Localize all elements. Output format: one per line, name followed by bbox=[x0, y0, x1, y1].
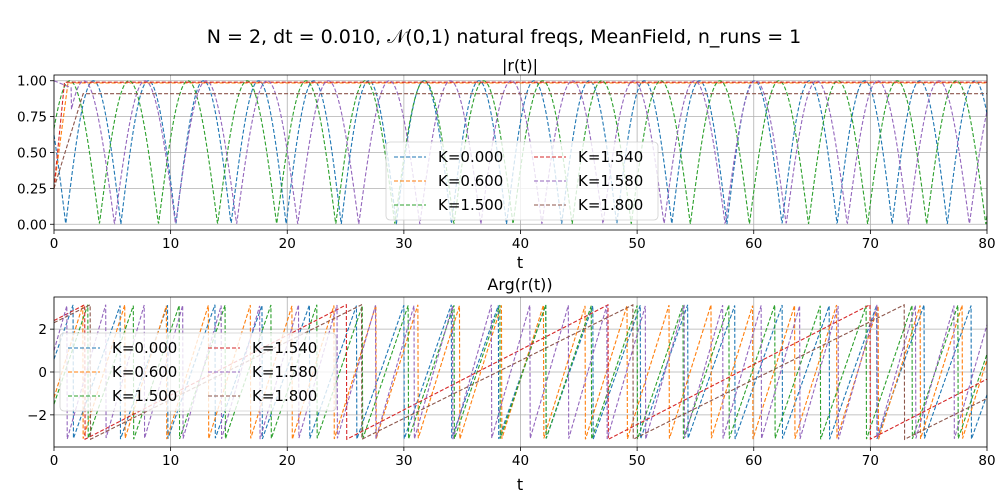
series-line-k-1-540 bbox=[53, 81, 987, 189]
y-tick-label: 0.75 bbox=[17, 110, 47, 126]
x-tick-label: 0 bbox=[50, 453, 59, 469]
legend-label: K=1.580 bbox=[252, 363, 317, 381]
y-tick-label: −2 bbox=[27, 408, 47, 424]
legend-label: K=1.800 bbox=[578, 196, 643, 214]
legend-label: K=1.500 bbox=[112, 387, 177, 405]
legend-label: K=0.600 bbox=[112, 363, 177, 381]
subplot-magnitude-grid bbox=[53, 75, 988, 230]
x-tick-label: 10 bbox=[162, 453, 179, 469]
subplot-magnitude-legend: K=0.000 K=0.600 K=1.500 K=1.540 K=1.580 K=1.8… bbox=[385, 141, 659, 221]
series-line-k-0-600 bbox=[53, 304, 988, 440]
subplot-magnitude: |r(t)| 0 10 20 30 40 50 60 70 80 0.00 0.25 0.50 0.75… bbox=[17, 56, 996, 272]
x-tick-label: 40 bbox=[512, 453, 529, 469]
subplot-magnitude-xlabel: t bbox=[517, 253, 523, 272]
y-tick-label: 0.00 bbox=[17, 217, 47, 233]
figure-title: N = 2, dt = 0.010, 𝒩(0,1) natural freqs,… bbox=[207, 26, 802, 48]
x-tick-label: 60 bbox=[745, 453, 762, 469]
x-tick-label: 70 bbox=[862, 453, 879, 469]
x-tick-label: 50 bbox=[629, 236, 646, 252]
subplot-magnitude-ticks: 0 10 20 30 40 50 60 70 80 0.00 0.25 0.50 0.75 1.00 bbox=[17, 74, 996, 252]
subplot-magnitude-title: |r(t)| bbox=[502, 56, 538, 75]
x-tick-label: 40 bbox=[512, 236, 529, 252]
y-tick-label: 0.50 bbox=[17, 146, 47, 162]
subplot-argument-xlabel: t bbox=[517, 475, 523, 494]
series-line-k-0-000 bbox=[53, 80, 988, 225]
legend-box bbox=[59, 332, 337, 412]
legend-label: K=1.540 bbox=[578, 148, 643, 166]
y-tick-label: 0 bbox=[38, 365, 47, 381]
x-tick-label: 80 bbox=[978, 453, 995, 469]
subplot-argument-title: Arg(r(t)) bbox=[487, 275, 552, 294]
subplot-argument: Arg(r(t)) 0 10 20 30 40 50 60 70 80 −2 0 2 t K=0.00… bbox=[27, 275, 996, 494]
subplot-argument-ticks: 0 10 20 30 40 50 60 70 80 −2 0 2 bbox=[27, 322, 996, 469]
series-line-k-1-800 bbox=[53, 93, 987, 189]
x-tick-label: 70 bbox=[862, 236, 879, 252]
x-tick-label: 30 bbox=[395, 453, 412, 469]
x-tick-label: 10 bbox=[162, 236, 179, 252]
legend-label: K=1.500 bbox=[438, 196, 503, 214]
y-tick-label: 2 bbox=[38, 322, 47, 338]
x-tick-label: 0 bbox=[50, 236, 59, 252]
subplot-argument-legend: K=0.000 K=0.600 K=1.500 K=1.540 K=1.580 K=1.8… bbox=[59, 332, 337, 412]
y-tick-label: 1.00 bbox=[17, 74, 47, 90]
x-tick-label: 20 bbox=[279, 453, 296, 469]
x-tick-label: 60 bbox=[745, 236, 762, 252]
series-line-k-1-580 bbox=[53, 80, 988, 226]
x-tick-label: 80 bbox=[978, 236, 995, 252]
y-tick-label: 0.25 bbox=[17, 181, 47, 197]
legend-label: K=0.000 bbox=[112, 339, 177, 357]
legend-label: K=1.540 bbox=[252, 339, 317, 357]
x-tick-label: 20 bbox=[279, 236, 296, 252]
legend-label: K=0.600 bbox=[438, 172, 503, 190]
x-tick-label: 50 bbox=[629, 453, 646, 469]
x-tick-label: 30 bbox=[395, 236, 412, 252]
legend-label: K=1.580 bbox=[578, 172, 643, 190]
legend-label: K=0.000 bbox=[438, 148, 503, 166]
legend-label: K=1.800 bbox=[252, 387, 317, 405]
legend-box bbox=[385, 141, 659, 221]
